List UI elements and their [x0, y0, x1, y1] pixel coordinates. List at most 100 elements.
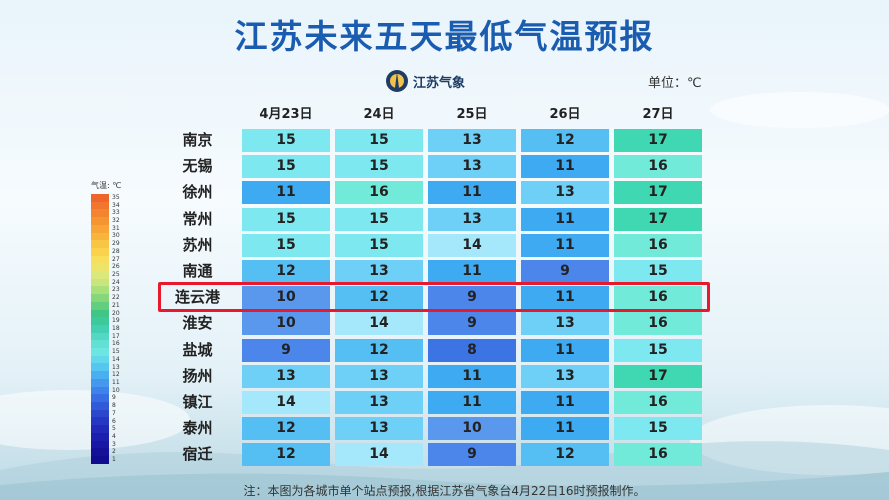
legend-label: 4: [112, 433, 116, 440]
temp-cell: 11: [521, 417, 609, 441]
temp-cell: 16: [335, 181, 423, 205]
legend-swatch: [91, 301, 109, 310]
temp-cell: 15: [242, 129, 330, 152]
temp-cell: 12: [242, 443, 330, 467]
legend-swatch: [91, 348, 109, 356]
city-name: 徐州: [182, 183, 213, 202]
logo: 江苏气象: [386, 70, 465, 92]
temp-cell: 11: [521, 391, 609, 414]
temp-cell: 13: [428, 129, 516, 152]
legend-label: 18: [112, 325, 120, 332]
day-header: 26日: [549, 107, 581, 122]
temp-cell: 13: [335, 417, 423, 441]
temp-cell: 16: [614, 391, 702, 414]
temp-cell: 12: [521, 129, 609, 152]
legend-swatch: [91, 409, 109, 418]
temp-cell: 13: [521, 364, 609, 388]
temp-cell: 16: [614, 312, 702, 336]
temp-cell: 11: [521, 286, 609, 310]
cma-logo-icon: [386, 70, 408, 92]
legend-swatch: [91, 417, 109, 426]
temp-cell: 17: [614, 207, 702, 231]
city-name: 泰州: [182, 419, 213, 438]
temp-cell: 15: [614, 417, 702, 441]
city-name: 南通: [182, 262, 213, 280]
temp-cell: 13: [521, 312, 609, 336]
temp-cell: 15: [242, 233, 330, 257]
legend-label: 13: [112, 363, 120, 371]
legend-label: 22: [112, 294, 120, 302]
legend-label: 11: [112, 379, 120, 386]
temp-cell: 13: [335, 391, 423, 414]
legend-label: 29: [112, 240, 120, 248]
temp-cell: 15: [614, 338, 702, 362]
legend-swatch: [91, 332, 109, 341]
legend-label: 15: [112, 348, 120, 356]
temp-cell: 9: [521, 260, 609, 283]
temp-cell: 9: [428, 312, 516, 336]
city-name: 盐城: [182, 340, 213, 359]
day-header: 27日: [642, 107, 674, 122]
city-name: 南京: [182, 131, 213, 149]
temp-cell: 17: [614, 129, 702, 152]
legend-label: 27: [112, 255, 120, 263]
legend-swatch: [91, 286, 109, 295]
legend-swatch: [91, 440, 109, 449]
city-name: 扬州: [182, 366, 213, 385]
temp-cell: 15: [242, 155, 330, 179]
legend-color-bar: [91, 194, 109, 464]
city-name: 连云港: [174, 288, 220, 307]
legend-label: 31: [112, 224, 120, 232]
temp-cell: 13: [335, 364, 423, 388]
page-title: 江苏未来五天最低气温预报: [234, 17, 655, 56]
temp-cell: 11: [428, 364, 516, 388]
legend-swatch: [91, 209, 109, 218]
legend-swatch: [91, 386, 109, 395]
temp-cell: 8: [428, 338, 516, 362]
temp-cell: 10: [242, 286, 330, 310]
temp-cell: 9: [242, 338, 330, 362]
legend-swatch: [91, 432, 109, 441]
temp-cell: 11: [428, 260, 516, 283]
temp-cell: 9: [428, 443, 516, 467]
legend-swatch: [91, 263, 109, 272]
temp-cell: 11: [521, 338, 609, 362]
city-name: 淮安: [182, 314, 213, 333]
temp-cell: 16: [614, 443, 702, 467]
temp-cell: 13: [242, 364, 330, 388]
temp-cell: 14: [242, 391, 330, 414]
legend-label: 21: [112, 301, 120, 309]
legend-swatch: [91, 401, 109, 410]
legend-label: 28: [112, 247, 120, 255]
legend-label: 14: [112, 355, 120, 363]
temp-cell: 14: [335, 443, 423, 467]
temp-cell: 14: [428, 233, 516, 257]
legend-swatch: [91, 448, 109, 456]
temp-cell: 15: [335, 207, 423, 231]
legend-swatch: [91, 340, 109, 349]
city-name: 无锡: [182, 157, 213, 176]
legend-label: 25: [112, 271, 120, 278]
temp-cell: 13: [428, 155, 516, 179]
temp-cell: 12: [335, 338, 423, 362]
legend-label: 24: [112, 278, 120, 286]
legend-label: 17: [112, 332, 120, 340]
temp-cell: 15: [335, 233, 423, 257]
legend-swatch: [91, 278, 109, 287]
city-name: 常州: [182, 209, 213, 228]
legend-title: 气温: ℃: [91, 181, 122, 190]
temp-cell: 15: [242, 207, 330, 231]
city-name: 苏州: [182, 235, 213, 254]
legend-swatch: [91, 378, 109, 387]
temp-cell: 15: [335, 129, 423, 152]
legend-label: 33: [112, 209, 120, 217]
temp-cell: 12: [242, 417, 330, 441]
temp-cell: 13: [521, 181, 609, 205]
legend-swatch: [91, 255, 109, 264]
temp-cell: 9: [428, 286, 516, 310]
legend-swatch: [91, 355, 109, 364]
legend-label: 12: [112, 371, 120, 379]
legend-swatch: [91, 309, 109, 318]
legend-label: 9: [112, 394, 116, 402]
legend-swatch: [91, 201, 109, 210]
